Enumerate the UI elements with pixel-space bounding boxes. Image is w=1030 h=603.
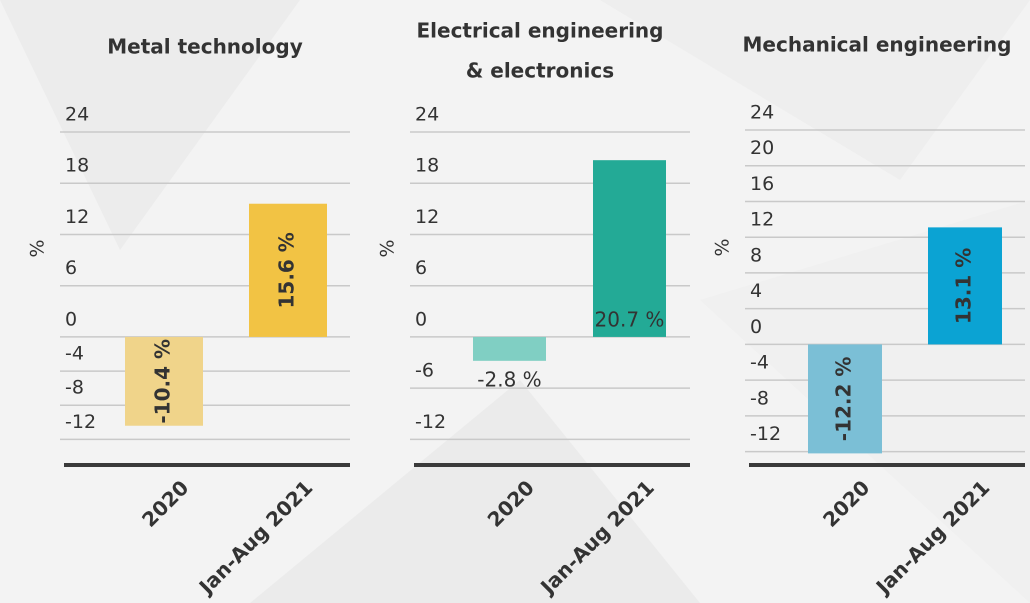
y-tick-label: -12 xyxy=(750,423,781,445)
y-tick-label: 12 xyxy=(415,206,439,228)
y-tick-label: 0 xyxy=(415,308,427,330)
y-tick-label: 12 xyxy=(65,206,89,228)
value-label: 15.6 % xyxy=(275,232,299,308)
bar xyxy=(593,160,666,337)
y-tick-label: 6 xyxy=(415,257,427,279)
bar xyxy=(249,203,327,337)
y-tick-label: -4 xyxy=(65,343,84,365)
chart-title: Electrical engineering xyxy=(416,19,663,43)
value-label: 13.1 % xyxy=(952,248,976,324)
value-label: 20.7 % xyxy=(595,307,665,331)
chart-title: & electronics xyxy=(466,59,614,83)
value-label: -10.4 % xyxy=(151,339,175,424)
y-tick-label: -8 xyxy=(65,377,84,399)
y-tick-label: -8 xyxy=(750,387,769,409)
y-tick-label: 18 xyxy=(65,155,89,177)
y-tick-label: 6 xyxy=(65,257,77,279)
y-tick-label: 12 xyxy=(750,209,774,231)
y-tick-label: -12 xyxy=(65,411,96,433)
y-tick-label: 4 xyxy=(750,280,762,302)
y-axis-label: % xyxy=(712,238,734,256)
y-tick-label: 8 xyxy=(750,244,762,266)
y-tick-label: -4 xyxy=(750,352,769,374)
y-tick-label: 0 xyxy=(65,308,77,330)
y-tick-label: -6 xyxy=(415,360,434,382)
y-tick-label: 18 xyxy=(415,155,439,177)
chart-title: Mechanical engineering xyxy=(743,33,1012,57)
y-axis-label: % xyxy=(27,239,49,257)
bar xyxy=(473,336,546,361)
y-tick-label: 0 xyxy=(750,316,762,338)
y-tick-label: 20 xyxy=(750,137,774,159)
bar xyxy=(125,336,203,426)
chart-title: Metal technology xyxy=(107,35,303,59)
value-label: -2.8 % xyxy=(477,367,541,391)
y-axis-label: % xyxy=(377,239,399,257)
bg-shape xyxy=(0,0,300,250)
bg-shape xyxy=(600,0,1030,180)
y-tick-label: 24 xyxy=(750,102,774,124)
bar xyxy=(808,344,882,454)
value-label: -12.2 % xyxy=(832,357,856,442)
y-tick-label: 16 xyxy=(750,173,774,195)
bg-shape xyxy=(250,380,700,603)
y-tick-label: 24 xyxy=(415,104,439,126)
y-tick-label: 24 xyxy=(65,104,89,126)
y-tick-label: -12 xyxy=(415,411,446,433)
bar xyxy=(928,227,1002,345)
